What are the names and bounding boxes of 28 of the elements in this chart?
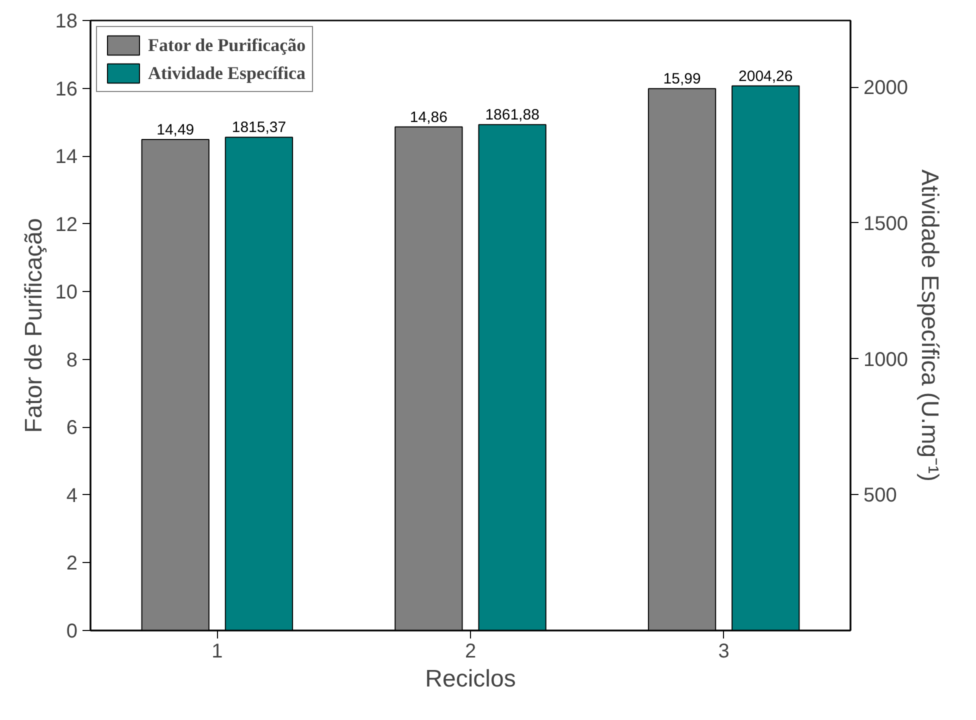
y-tick-label: 12: [55, 214, 78, 236]
y-tick-label: 16: [55, 78, 78, 100]
y2-axis-title: Atividade Específica (U.mg⁻¹): [916, 169, 943, 482]
data-label: 1815,37: [232, 119, 286, 136]
y-tick-label: 18: [55, 10, 78, 32]
y2-tick-label: 500: [864, 484, 897, 507]
y-tick-label: 2: [66, 552, 78, 575]
y2-tick-label: 1000: [864, 348, 908, 371]
y-axis-title: Fator de Purificação: [20, 218, 48, 433]
y2-tick-label: 2000: [864, 77, 908, 100]
y-tick-label: 14: [55, 146, 78, 168]
y-tick-label: 6: [66, 417, 78, 440]
data-label: 2004,26: [738, 68, 793, 85]
x-tick-label: 3: [718, 640, 730, 662]
x-tick-label: 2: [464, 640, 476, 662]
y-tick-label: 0: [66, 620, 78, 642]
legend-label: Atividade Específica: [148, 62, 306, 84]
y-tick-label: 10: [55, 282, 78, 304]
y-tick-label: 4: [66, 484, 78, 507]
data-label: 14,86: [410, 108, 448, 126]
data-label: 15,99: [663, 70, 701, 88]
legend-label: Fator de Purificação: [148, 34, 306, 56]
y2-tick-label: 1500: [864, 212, 908, 235]
x-axis-title: Reciclos: [425, 666, 516, 692]
y-tick-label: 8: [66, 349, 78, 372]
data-label: 14,49: [156, 121, 194, 138]
x-tick-label: 1: [212, 640, 223, 662]
data-label: 1861,88: [485, 106, 540, 124]
